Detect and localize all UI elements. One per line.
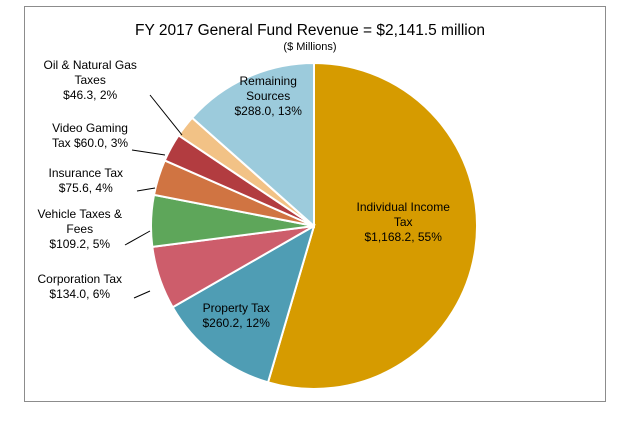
pie-slice-property-tax (171, 223, 316, 384)
slice-label-line: Remaining (239, 73, 297, 88)
leader-line (133, 290, 151, 299)
slice-label: Individual Income Tax $1,168.2, 55% (357, 200, 450, 245)
slice-label-line: Taxes (74, 72, 106, 87)
slice-label-line: $46.3, 2% (63, 87, 118, 102)
chart-subtitle: ($ Millions) (283, 41, 337, 53)
slice-label-line: $75.6, 4% (58, 181, 113, 195)
slice-label-line: $288.0, 13% (234, 103, 302, 118)
slice-label-line: Sources (246, 88, 291, 103)
slice-label: Remaining Sources $288.0, 13% (235, 74, 302, 119)
slice-label: Video Gaming Tax $60.0, 3% (52, 121, 128, 151)
pie-slice-individual-income-tax (266, 61, 478, 390)
slice-label: Vehicle Taxes & Fees $109.2, 5% (38, 207, 123, 252)
pie-slice-remaining-sources (190, 61, 315, 229)
slice-label-line: Individual Income (356, 199, 450, 214)
slice-label-line: $109.2, 5% (49, 236, 111, 251)
leader-line (149, 94, 183, 136)
slice-label-line: $134.0, 6% (49, 287, 111, 301)
leader-line (136, 187, 156, 192)
slice-label-line: Fees (66, 221, 94, 236)
slice-label-line: Oil & Natural Gas (43, 57, 137, 72)
slice-label-line: Insurance Tax (48, 166, 124, 180)
slice-label-line: Corporation Tax (37, 272, 123, 286)
slice-label: Corporation Tax $134.0, 6% (38, 272, 123, 302)
chart-title: FY 2017 General Fund Revenue = $2,141.5 … (135, 22, 485, 39)
leader-line (131, 149, 166, 156)
slice-label-line: $260.2, 12% (202, 316, 270, 330)
slice-label: Property Tax $260.2, 12% (203, 301, 270, 331)
slice-label-line: Vehicle Taxes & (37, 206, 123, 221)
slice-label-line: Tax $60.0, 3% (52, 136, 129, 150)
slice-label-line: $1,168.2, 55% (364, 229, 442, 244)
slice-label-line: Property Tax (202, 301, 270, 315)
slice-label-line: Tax (393, 214, 413, 229)
slice-label: Insurance Tax $75.6, 4% (49, 166, 124, 196)
leader-line (124, 230, 151, 246)
slice-label: Oil & Natural Gas Taxes $46.3, 2% (44, 58, 137, 103)
slice-label-line: Video Gaming (52, 121, 128, 135)
